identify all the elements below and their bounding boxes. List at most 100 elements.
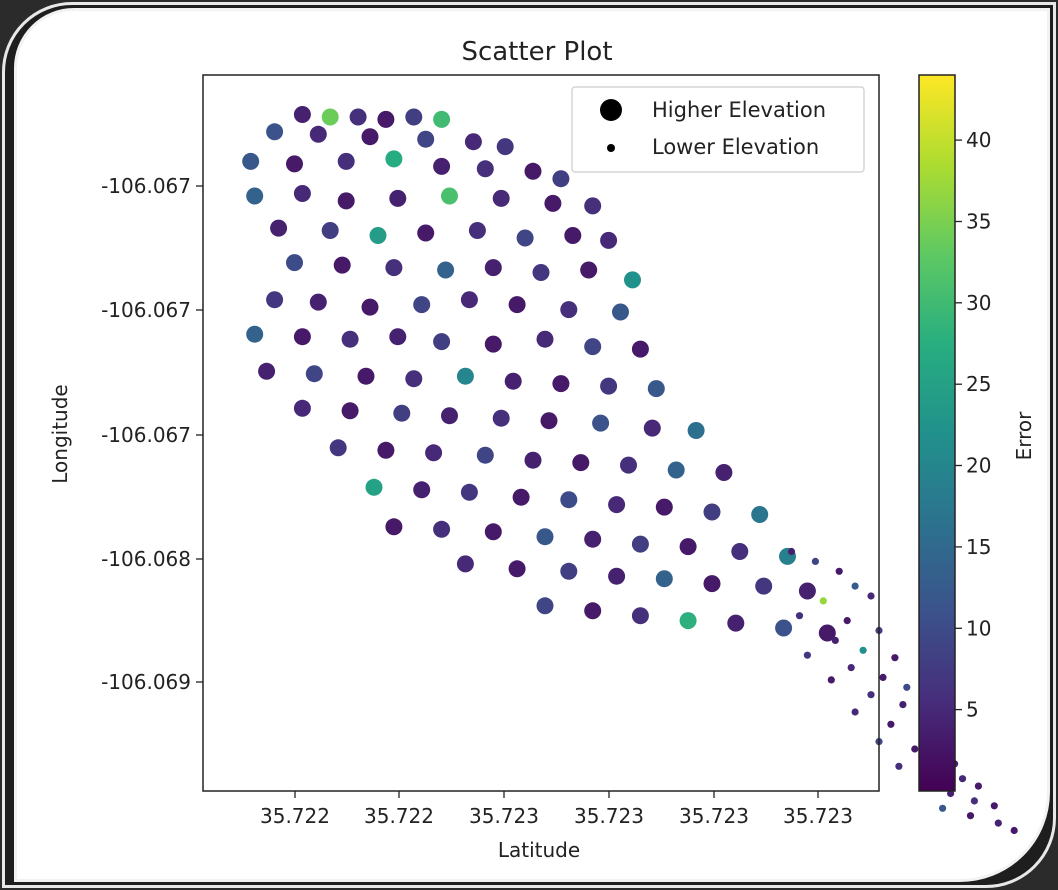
y-tick-label: -106.067 xyxy=(101,174,191,198)
point-higher-elevation xyxy=(338,153,355,170)
point-higher-elevation xyxy=(389,190,406,207)
colorbar-tick-label: 30 xyxy=(966,291,991,315)
x-tick-label: 35.723 xyxy=(679,804,749,828)
point-higher-elevation xyxy=(433,158,450,175)
point-lower-elevation xyxy=(828,676,835,683)
x-tick-label: 35.723 xyxy=(469,804,539,828)
x-tick-label: 35.723 xyxy=(574,804,644,828)
point-higher-elevation xyxy=(668,462,685,479)
point-higher-elevation xyxy=(465,133,482,150)
point-higher-elevation xyxy=(266,123,283,140)
point-higher-elevation xyxy=(469,222,486,239)
point-lower-elevation xyxy=(804,652,811,659)
point-higher-elevation xyxy=(362,128,379,145)
point-higher-elevation xyxy=(246,188,263,205)
point-higher-elevation xyxy=(393,405,410,422)
point-higher-elevation xyxy=(560,491,577,508)
point-higher-elevation xyxy=(461,291,478,308)
y-tick-label: -106.067 xyxy=(101,298,191,322)
point-higher-elevation xyxy=(385,518,402,535)
point-higher-elevation xyxy=(600,378,617,395)
point-higher-elevation xyxy=(509,296,526,313)
point-higher-elevation xyxy=(552,375,569,392)
point-higher-elevation xyxy=(433,111,450,128)
point-higher-elevation xyxy=(485,523,502,540)
point-higher-elevation xyxy=(266,291,283,308)
point-higher-elevation xyxy=(608,496,625,513)
legend-marker-higher xyxy=(600,99,622,121)
point-lower-elevation xyxy=(867,592,874,599)
point-higher-elevation xyxy=(306,365,323,382)
point-higher-elevation xyxy=(537,597,554,614)
plot-frame xyxy=(203,75,879,791)
point-higher-elevation xyxy=(608,568,625,585)
point-higher-elevation xyxy=(457,368,474,385)
x-axis-label: Latitude xyxy=(498,838,580,862)
point-higher-elevation xyxy=(564,227,581,244)
point-lower-elevation xyxy=(967,812,974,819)
point-higher-elevation xyxy=(775,620,792,637)
point-higher-elevation xyxy=(294,328,311,345)
point-lower-elevation xyxy=(939,805,946,812)
inner-frame: Scatter Plot 35.722 35.722 35.723 35.723 35.… xyxy=(14,8,1050,882)
point-higher-elevation xyxy=(330,439,347,456)
point-higher-elevation xyxy=(580,262,597,279)
point-higher-elevation xyxy=(461,484,478,501)
y-axis-label: Longitude xyxy=(48,384,72,483)
colorbar-label: Error xyxy=(1012,411,1036,461)
point-higher-elevation xyxy=(632,341,649,358)
point-higher-elevation xyxy=(322,222,339,239)
colorbar-tick-label: 15 xyxy=(966,535,991,559)
point-higher-elevation xyxy=(310,126,327,143)
chart-title: Scatter Plot xyxy=(461,37,612,67)
point-higher-elevation xyxy=(727,615,744,632)
point-higher-elevation xyxy=(477,160,494,177)
point-higher-elevation xyxy=(405,109,422,126)
point-higher-elevation xyxy=(334,257,351,274)
point-higher-elevation xyxy=(648,380,665,397)
point-lower-elevation xyxy=(971,797,978,804)
point-higher-elevation xyxy=(704,504,721,521)
x-tick-label: 35.722 xyxy=(260,804,330,828)
point-lower-elevation xyxy=(995,820,1002,827)
point-lower-elevation xyxy=(812,558,819,565)
point-higher-elevation xyxy=(704,575,721,592)
point-lower-elevation xyxy=(852,708,859,715)
point-higher-elevation xyxy=(258,363,275,380)
point-higher-elevation xyxy=(533,264,550,281)
point-lower-elevation xyxy=(788,548,795,555)
point-higher-elevation xyxy=(294,106,311,123)
point-higher-elevation xyxy=(358,368,375,385)
point-higher-elevation xyxy=(246,326,263,343)
point-higher-elevation xyxy=(584,531,601,548)
point-higher-elevation xyxy=(497,138,514,155)
y-tick-label: -106.068 xyxy=(101,547,191,571)
point-lower-elevation xyxy=(911,745,918,752)
point-higher-elevation xyxy=(656,499,673,516)
point-higher-elevation xyxy=(493,190,510,207)
scatter-chart: Scatter Plot 35.722 35.722 35.723 35.723 35.… xyxy=(17,11,1050,882)
colorbar-ticks: 5 10 15 20 25 30 35 40 xyxy=(955,128,991,722)
colorbar-tick-label: 35 xyxy=(966,210,991,234)
point-higher-elevation xyxy=(342,331,359,348)
point-higher-elevation xyxy=(644,420,661,437)
point-higher-elevation xyxy=(592,415,609,432)
point-higher-elevation xyxy=(584,197,601,214)
point-higher-elevation xyxy=(270,220,287,237)
point-higher-elevation xyxy=(715,464,732,481)
point-higher-elevation xyxy=(286,254,303,271)
point-lower-elevation xyxy=(820,597,827,604)
points-layer xyxy=(242,106,1018,834)
point-higher-elevation xyxy=(385,150,402,167)
point-higher-elevation xyxy=(322,109,339,126)
point-lower-elevation xyxy=(860,647,867,654)
point-lower-elevation xyxy=(867,691,874,698)
point-higher-elevation xyxy=(405,370,422,387)
point-higher-elevation xyxy=(350,109,367,126)
point-higher-elevation xyxy=(413,481,430,498)
point-lower-elevation xyxy=(848,664,855,671)
point-higher-elevation xyxy=(242,153,259,170)
point-lower-elevation xyxy=(887,721,894,728)
point-higher-elevation xyxy=(417,131,434,148)
point-higher-elevation xyxy=(680,538,697,555)
